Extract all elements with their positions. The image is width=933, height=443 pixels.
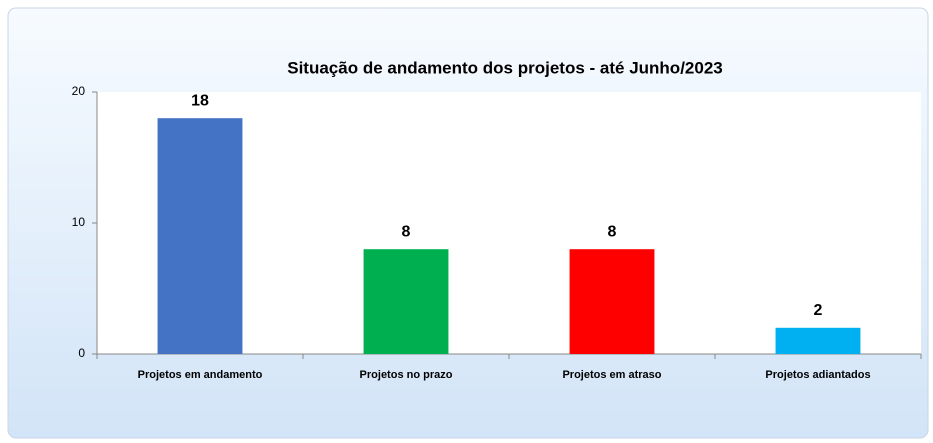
x-tick-label: Projetos em atraso — [562, 369, 661, 381]
bar — [363, 249, 449, 354]
data-label: 8 — [608, 223, 617, 240]
x-tick-label: Projetos em andamento — [138, 369, 263, 381]
bar — [775, 327, 861, 354]
data-label: 2 — [814, 302, 823, 319]
y-tick-label: 0 — [78, 346, 85, 360]
chart-title: Situação de andamento dos projetos - até… — [287, 58, 722, 77]
bar — [569, 249, 655, 354]
x-tick-label: Projetos no prazo — [360, 369, 453, 381]
y-tick-label: 10 — [72, 215, 86, 229]
bar — [157, 118, 243, 354]
data-label: 18 — [191, 92, 209, 109]
y-tick-label: 20 — [72, 84, 86, 98]
data-label: 8 — [402, 223, 411, 240]
x-tick-label: Projetos adiantados — [765, 369, 870, 381]
